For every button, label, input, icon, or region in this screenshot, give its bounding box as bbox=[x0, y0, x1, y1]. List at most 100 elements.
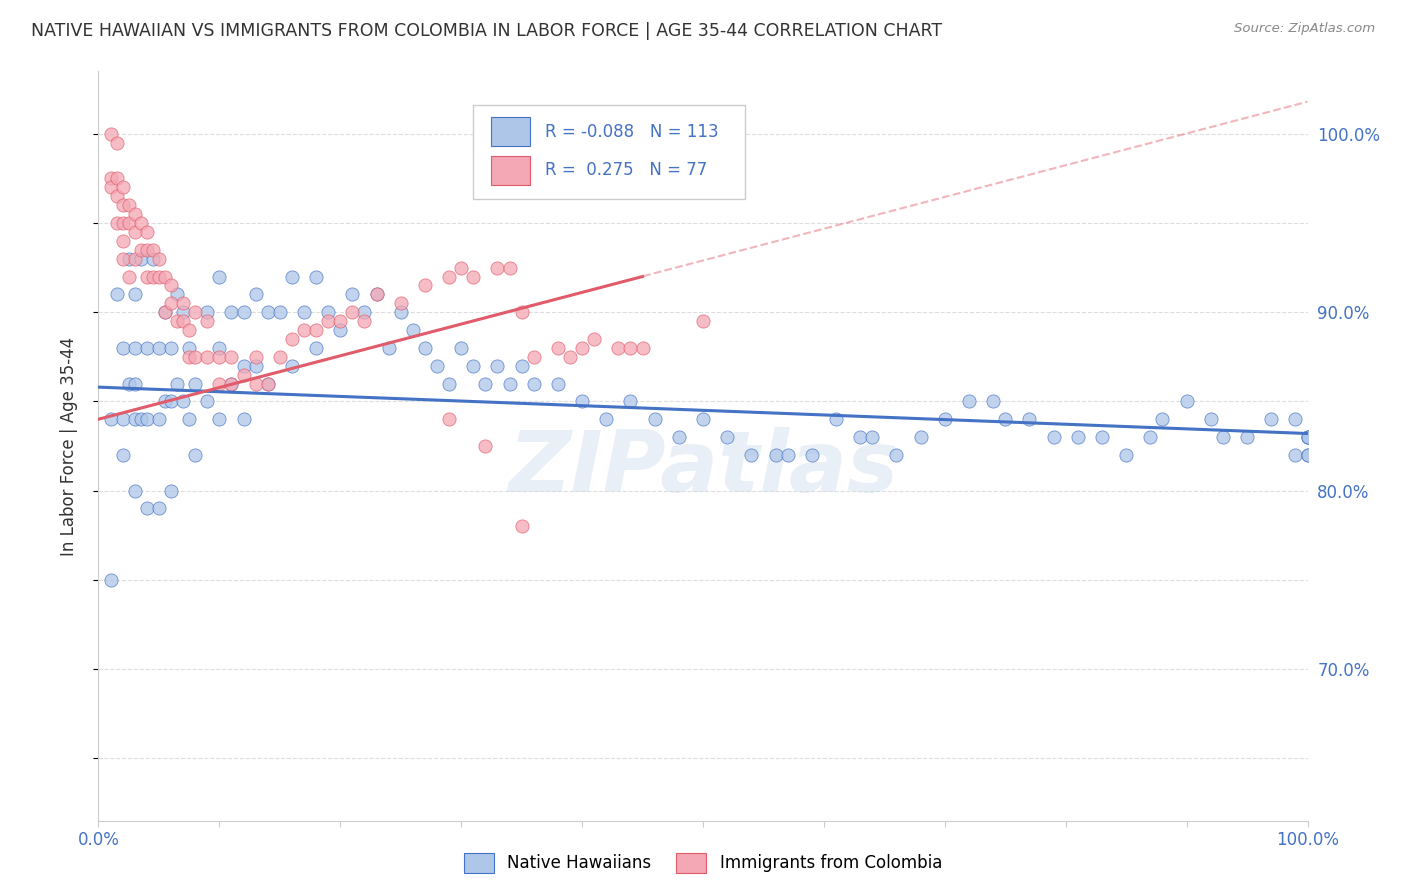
Point bbox=[474, 439, 496, 453]
FancyBboxPatch shape bbox=[492, 156, 530, 185]
Point bbox=[208, 412, 231, 426]
Point bbox=[179, 323, 201, 337]
Point bbox=[607, 341, 630, 355]
Point bbox=[245, 376, 267, 391]
Point bbox=[329, 314, 352, 328]
Point bbox=[195, 305, 218, 319]
Point bbox=[619, 394, 641, 409]
Point bbox=[463, 359, 485, 373]
Point bbox=[402, 323, 425, 337]
Point bbox=[232, 412, 254, 426]
Point bbox=[256, 305, 278, 319]
Point bbox=[269, 350, 291, 364]
Point bbox=[153, 305, 176, 319]
Point bbox=[316, 314, 339, 328]
Point bbox=[1284, 448, 1306, 462]
Point bbox=[547, 376, 569, 391]
Point bbox=[105, 189, 128, 203]
Point bbox=[256, 376, 278, 391]
Point bbox=[129, 216, 152, 230]
Point bbox=[595, 412, 617, 426]
Point bbox=[232, 359, 254, 373]
Point bbox=[142, 252, 165, 266]
Point bbox=[105, 216, 128, 230]
Point bbox=[148, 252, 170, 266]
Point bbox=[547, 341, 569, 355]
Point bbox=[692, 412, 714, 426]
Point bbox=[450, 260, 472, 275]
Point bbox=[281, 332, 304, 346]
Point bbox=[256, 376, 278, 391]
Point bbox=[153, 269, 176, 284]
Point bbox=[111, 252, 134, 266]
Point bbox=[305, 269, 328, 284]
Point bbox=[366, 287, 388, 301]
Point bbox=[523, 350, 546, 364]
Point bbox=[1260, 412, 1282, 426]
Point bbox=[129, 412, 152, 426]
Point bbox=[195, 350, 218, 364]
Point bbox=[1175, 394, 1198, 409]
Point bbox=[281, 269, 304, 284]
Point bbox=[100, 412, 122, 426]
Point bbox=[510, 305, 533, 319]
Point bbox=[631, 341, 654, 355]
Point bbox=[716, 430, 738, 444]
Point bbox=[111, 180, 134, 194]
Text: R =  0.275   N = 77: R = 0.275 N = 77 bbox=[544, 161, 707, 179]
Point bbox=[179, 341, 201, 355]
Point bbox=[1236, 430, 1258, 444]
Point bbox=[166, 376, 188, 391]
Point bbox=[124, 412, 146, 426]
Point bbox=[118, 376, 141, 391]
Point bbox=[118, 252, 141, 266]
Point bbox=[135, 225, 157, 239]
Point bbox=[800, 448, 823, 462]
Point bbox=[172, 305, 194, 319]
Point bbox=[389, 296, 412, 310]
Point bbox=[1091, 430, 1114, 444]
Point bbox=[886, 448, 908, 462]
Point bbox=[160, 394, 183, 409]
Point bbox=[148, 341, 170, 355]
Point bbox=[426, 359, 449, 373]
Point bbox=[1284, 412, 1306, 426]
Point bbox=[571, 341, 593, 355]
Point bbox=[1067, 430, 1090, 444]
Point bbox=[124, 225, 146, 239]
Point bbox=[571, 394, 593, 409]
Point bbox=[111, 216, 134, 230]
Point bbox=[1296, 448, 1319, 462]
Point bbox=[142, 243, 165, 257]
Point bbox=[184, 376, 207, 391]
Point bbox=[221, 376, 243, 391]
Point bbox=[1018, 412, 1040, 426]
Point bbox=[692, 314, 714, 328]
Point bbox=[1152, 412, 1174, 426]
Point bbox=[208, 350, 231, 364]
Point bbox=[1296, 430, 1319, 444]
Legend: Native Hawaiians, Immigrants from Colombia: Native Hawaiians, Immigrants from Colomb… bbox=[457, 847, 949, 880]
Point bbox=[124, 341, 146, 355]
Point bbox=[305, 341, 328, 355]
Point bbox=[111, 198, 134, 212]
Point bbox=[305, 323, 328, 337]
Point bbox=[316, 305, 339, 319]
Point bbox=[849, 430, 872, 444]
Point bbox=[172, 296, 194, 310]
Point bbox=[389, 305, 412, 319]
Y-axis label: In Labor Force | Age 35-44: In Labor Force | Age 35-44 bbox=[59, 336, 77, 556]
Point bbox=[118, 198, 141, 212]
Point bbox=[366, 287, 388, 301]
Point bbox=[825, 412, 848, 426]
Point bbox=[105, 171, 128, 186]
Point bbox=[510, 359, 533, 373]
Point bbox=[105, 136, 128, 150]
Point bbox=[129, 252, 152, 266]
Point bbox=[437, 412, 460, 426]
Point bbox=[413, 278, 436, 293]
Point bbox=[153, 394, 176, 409]
Point bbox=[740, 448, 762, 462]
Point bbox=[100, 180, 122, 194]
Point bbox=[160, 296, 183, 310]
